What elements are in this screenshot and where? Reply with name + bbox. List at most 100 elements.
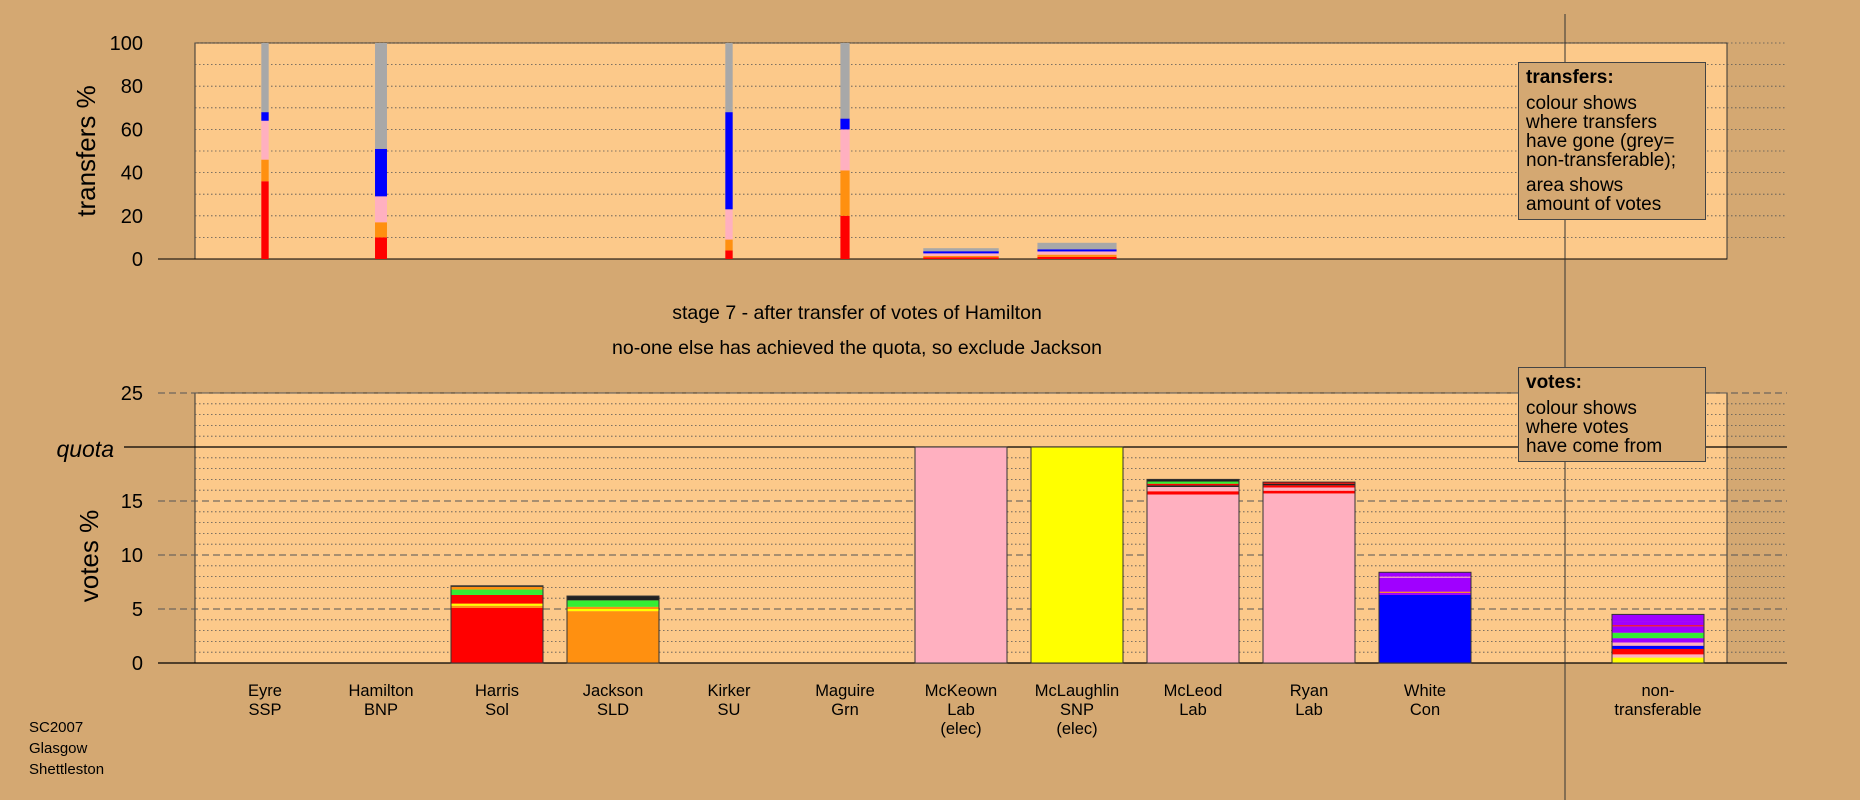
transfers-legend: transfers: colour shows where transfers … <box>1518 62 1706 220</box>
votes-bar-segment <box>1147 483 1239 486</box>
votes-x-tick-label: Hamilton <box>348 682 413 700</box>
votes-bar-segment <box>1379 592 1471 595</box>
votes-x-tick-label: transferable <box>1614 701 1701 719</box>
votes-bar-segment <box>1147 485 1239 487</box>
votes-bar-outline <box>1030 446 1124 664</box>
votes-bar-segment <box>451 589 543 595</box>
votes-bar-segment <box>1147 494 1239 663</box>
transfers-y-tick-label: 0 <box>132 249 143 271</box>
votes-bar-segment <box>1379 576 1471 578</box>
votes-bar-segment <box>1612 657 1704 663</box>
votes-bar-segment <box>1263 487 1355 491</box>
transfers-legend-title: transfers: <box>1526 67 1614 88</box>
exclusion-note: no-one else has achieved the quota, so e… <box>612 337 1102 359</box>
votes-bar-segment <box>1612 654 1704 658</box>
transfers-bar-segment <box>725 209 733 240</box>
votes-bar-segment <box>451 607 543 663</box>
transfers-y-axis-label: transfers % <box>71 85 101 217</box>
votes-x-tick-label: Lab <box>1295 701 1323 719</box>
votes-bar-segment <box>451 605 543 608</box>
transfers-bar-segment <box>261 120 269 160</box>
votes-bar-segment <box>451 585 543 587</box>
transfers-gridlines <box>158 42 1787 260</box>
votes-bars <box>450 446 1705 664</box>
transfers-bar-segment <box>840 170 850 216</box>
votes-x-tick-label: (elec) <box>940 720 981 738</box>
votes-x-tick-label: (elec) <box>1056 720 1097 738</box>
transfers-bar-segment <box>375 237 387 259</box>
votes-bar-segment <box>1379 577 1471 592</box>
votes-bar-segment <box>1147 479 1239 482</box>
votes-bar-outline <box>1611 613 1705 664</box>
votes-bar-segment <box>1612 621 1704 626</box>
votes-bar-segment <box>567 609 659 612</box>
votes-bar-segment <box>451 603 543 606</box>
transfers-bar-segment <box>923 255 999 258</box>
votes-bar-segment <box>1263 483 1355 486</box>
votes-x-tick-label: SSP <box>248 701 281 719</box>
votes-x-tick-label: McLaughlin <box>1035 682 1119 700</box>
transfers-chart: 0 20 40 60 80 100 transfers % <box>71 33 1787 271</box>
transfers-y-tick-label: 80 <box>121 76 143 98</box>
votes-x-tick-label: Eyre <box>248 682 282 700</box>
transfers-bar-segment <box>1037 251 1117 255</box>
transfers-y-tick-label: 40 <box>121 163 143 185</box>
transfers-plot-area <box>194 42 1728 260</box>
transfers-bar-segment <box>261 181 269 259</box>
transfers-bar-segment <box>923 248 999 252</box>
votes-x-tick-label: Lab <box>1179 701 1207 719</box>
votes-bar-segment <box>451 586 543 590</box>
votes-bar-outline <box>1146 478 1240 664</box>
quota-label: quota <box>56 436 114 462</box>
votes-bar-segment <box>1263 485 1355 488</box>
constituency-footer: SC2007 Glasgow Shettleston <box>29 717 104 780</box>
votes-y-tick-label: 0 <box>132 653 143 675</box>
transfers-bar-segment <box>725 239 733 251</box>
footer-council: Glasgow <box>29 740 88 757</box>
votes-legend: votes: colour shows where votes have com… <box>1518 367 1706 462</box>
transfers-bar-segment <box>923 257 999 259</box>
votes-bar-segment <box>1612 614 1704 622</box>
votes-x-tick-label: Maguire <box>815 682 875 700</box>
transfers-y-tick-label: 100 <box>110 33 143 55</box>
votes-bar-segment <box>1379 594 1471 663</box>
votes-bar-segment <box>1612 648 1704 655</box>
votes-bar-segment <box>451 594 543 604</box>
votes-x-tick-label: non- <box>1641 682 1674 700</box>
votes-bar-segment <box>1612 626 1704 633</box>
votes-bar-segment <box>1379 572 1471 577</box>
votes-x-tick-label: McKeown <box>925 682 997 700</box>
transfers-bar-segment <box>375 148 387 197</box>
transfers-y-tick-label: 60 <box>121 119 143 141</box>
votes-bar-segment <box>1147 486 1239 492</box>
votes-x-tick-label: White <box>1404 682 1446 700</box>
footer-election: SC2007 <box>29 719 84 736</box>
transfers-bar-segment <box>261 43 269 113</box>
transfers-bar-segment <box>261 159 269 182</box>
transfers-bar-segment <box>923 251 999 254</box>
votes-x-tick-label: SLD <box>597 701 629 719</box>
votes-bar-segment <box>1379 591 1471 593</box>
votes-bar-segment <box>1263 482 1355 484</box>
transfers-bars <box>261 43 1117 259</box>
votes-y-tick-label: 5 <box>132 599 143 621</box>
transfers-bar-segment <box>1037 256 1117 259</box>
votes-bar-segment <box>1263 493 1355 663</box>
votes-bar-segment <box>1031 447 1123 663</box>
votes-legend-text: colour shows where votes have come from <box>1526 398 1663 457</box>
transfers-bar-segment <box>840 215 850 259</box>
votes-x-tick-label: Jackson <box>583 682 644 700</box>
transfers-bar-segment <box>725 250 733 259</box>
stage-caption: stage 7 - after transfer of votes of Ham… <box>672 302 1042 324</box>
votes-bar-segment <box>1263 490 1355 494</box>
votes-y-tick-label: 10 <box>121 545 143 567</box>
votes-bar-segment <box>1612 642 1704 646</box>
transfers-bar-segment <box>725 112 733 210</box>
votes-x-tick-label: Harris <box>475 682 519 700</box>
votes-bar-outline <box>1262 481 1356 664</box>
votes-bar-segment <box>915 447 1007 663</box>
votes-x-tick-label: Sol <box>485 701 509 719</box>
transfers-bar-segment <box>840 43 850 119</box>
votes-bar-outline <box>450 585 544 664</box>
